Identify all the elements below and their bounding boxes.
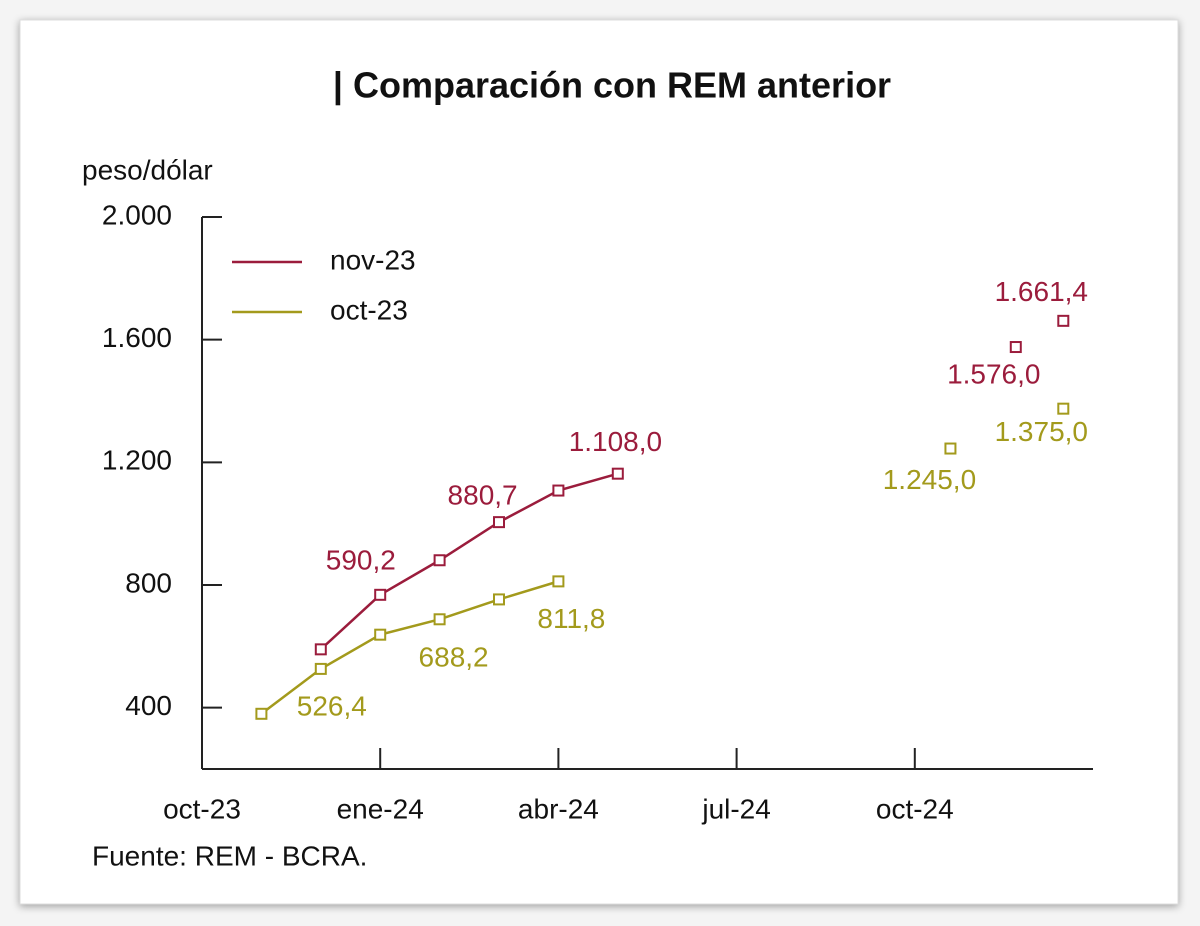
card (19, 19, 1179, 905)
marker (255, 707, 268, 720)
y-tick-label: 1.200 (102, 445, 172, 476)
value-label: 526,4 (297, 690, 367, 721)
marker (374, 588, 387, 601)
x-tick-label: oct-24 (876, 793, 954, 824)
source: Fuente: REM - BCRA. (92, 840, 367, 871)
value-label: 590,2 (326, 545, 396, 576)
marker (552, 484, 565, 497)
marker (1057, 314, 1070, 327)
y-tick-label: 800 (125, 567, 172, 598)
marker (611, 467, 624, 480)
chart-title: | Comparación con REM anterior (333, 65, 891, 107)
value-label: 1.108,0 (569, 426, 662, 457)
y-tick-label: 400 (125, 690, 172, 721)
legend-label: oct-23 (330, 294, 408, 325)
value-label: 1.576,0 (947, 358, 1040, 389)
marker (374, 628, 387, 641)
marker (433, 613, 446, 626)
marker (493, 516, 505, 529)
y-tick-label: 2.000 (102, 199, 172, 230)
x-tick-label: ene-24 (337, 793, 424, 824)
x-tick-label: abr-24 (518, 793, 599, 824)
marker (314, 643, 327, 656)
marker (314, 662, 327, 675)
marker (433, 554, 446, 567)
legend-label: nov-23 (330, 244, 416, 275)
marker (493, 593, 505, 606)
value-label: 1.375,0 (995, 416, 1088, 447)
y-axis-label: peso/dólar (82, 154, 213, 185)
value-label: 1.245,0 (883, 464, 976, 495)
marker (552, 575, 565, 588)
x-tick-label: oct-23 (163, 793, 241, 824)
marker (944, 442, 957, 455)
series-line (260, 580, 559, 715)
x-tick-label: jul-24 (701, 793, 770, 824)
value-label: 880,7 (448, 480, 518, 511)
y-tick-label: 1.600 (102, 322, 172, 353)
value-label: 1.661,4 (995, 276, 1088, 307)
marker (1057, 402, 1070, 415)
marker (1009, 341, 1022, 354)
value-label: 811,8 (537, 603, 605, 634)
value-label: 688,2 (419, 642, 489, 673)
series-line (319, 472, 619, 651)
